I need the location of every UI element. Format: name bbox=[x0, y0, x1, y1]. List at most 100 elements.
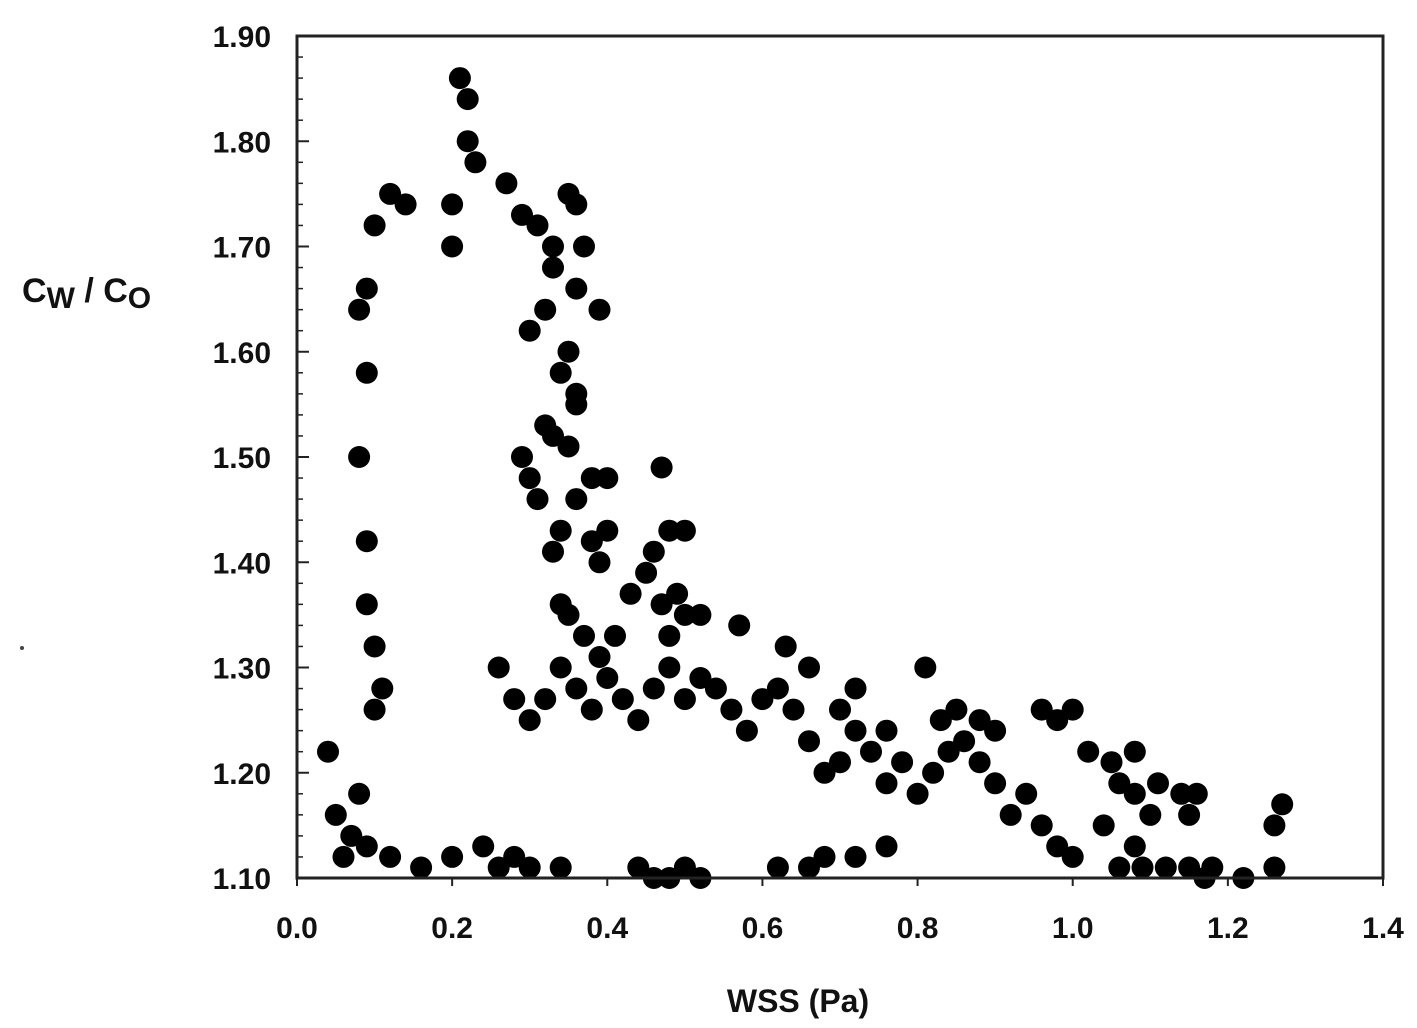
x-tick-label: 1.0 bbox=[1052, 912, 1094, 945]
data-point bbox=[875, 772, 898, 795]
data-point bbox=[891, 751, 914, 774]
y-tick-label: 1.80 bbox=[213, 126, 271, 159]
data-point bbox=[557, 340, 580, 363]
data-point bbox=[487, 856, 510, 879]
data-point bbox=[573, 624, 595, 647]
data-point bbox=[526, 214, 549, 237]
data-point bbox=[355, 593, 378, 616]
data-point bbox=[735, 719, 758, 742]
data-point bbox=[914, 656, 937, 679]
data-point bbox=[627, 856, 650, 879]
data-point bbox=[332, 845, 355, 868]
data-point bbox=[549, 656, 572, 679]
data-point bbox=[1271, 793, 1294, 816]
data-point bbox=[472, 835, 495, 858]
data-point bbox=[542, 424, 564, 447]
data-point bbox=[689, 667, 712, 689]
y-axis-title-part: C bbox=[22, 272, 47, 310]
data-point bbox=[604, 624, 626, 647]
data-point bbox=[673, 603, 696, 626]
y-axis-title-subscript: O bbox=[127, 282, 152, 315]
x-axis-title: WSS (Pa) bbox=[727, 983, 869, 1019]
data-point bbox=[650, 456, 673, 479]
y-axis-title-separator: / bbox=[74, 272, 104, 310]
data-point bbox=[999, 803, 1022, 826]
data-point bbox=[518, 856, 541, 879]
data-point bbox=[673, 856, 696, 879]
data-point bbox=[906, 782, 929, 805]
data-point bbox=[363, 214, 386, 237]
data-point bbox=[829, 698, 851, 721]
data-point bbox=[355, 835, 378, 858]
data-point bbox=[487, 656, 510, 679]
data-point bbox=[495, 172, 518, 195]
data-point bbox=[875, 835, 898, 858]
data-point bbox=[984, 719, 1007, 742]
data-point bbox=[627, 709, 650, 732]
data-point bbox=[464, 151, 487, 174]
y-axis-title-part: C bbox=[103, 272, 128, 310]
data-point bbox=[340, 824, 363, 847]
data-point bbox=[766, 856, 789, 879]
data-point bbox=[945, 698, 968, 721]
data-point bbox=[580, 698, 603, 721]
y-tick-label: 1.20 bbox=[213, 758, 271, 791]
data-point bbox=[720, 698, 743, 721]
data-point bbox=[1123, 740, 1146, 763]
data-point bbox=[1154, 856, 1177, 879]
data-point bbox=[441, 845, 464, 868]
data-point bbox=[1123, 782, 1146, 805]
data-point bbox=[829, 751, 851, 774]
data-point bbox=[1147, 772, 1169, 795]
x-tick-label: 0.0 bbox=[276, 912, 318, 945]
data-point bbox=[1170, 782, 1193, 805]
data-point bbox=[565, 488, 588, 511]
data-point bbox=[1178, 803, 1201, 826]
data-point bbox=[542, 540, 564, 563]
data-point bbox=[441, 235, 464, 258]
data-point bbox=[619, 582, 642, 605]
x-tick-label: 1.2 bbox=[1207, 912, 1249, 945]
data-point bbox=[1046, 835, 1069, 858]
x-tick-label: 0.8 bbox=[897, 912, 939, 945]
y-tick-label: 1.30 bbox=[213, 653, 271, 686]
data-point bbox=[456, 88, 479, 111]
x-tick-label: 0.2 bbox=[431, 912, 473, 945]
data-point bbox=[658, 624, 681, 647]
data-point bbox=[1061, 698, 1084, 721]
data-point bbox=[968, 709, 991, 732]
data-point bbox=[596, 519, 619, 542]
data-point bbox=[549, 856, 572, 879]
data-point bbox=[596, 667, 619, 689]
data-point bbox=[348, 782, 371, 805]
data-point bbox=[503, 688, 526, 711]
data-point bbox=[922, 761, 945, 784]
data-point bbox=[875, 719, 898, 742]
data-point bbox=[1030, 698, 1053, 721]
x-tick-label: 1.4 bbox=[1362, 912, 1404, 945]
data-point bbox=[968, 751, 991, 774]
y-axis-title: CW / CO bbox=[22, 272, 151, 315]
data-point bbox=[580, 467, 603, 490]
data-point bbox=[953, 730, 976, 753]
y-tick-label: 1.60 bbox=[213, 337, 271, 370]
data-point bbox=[518, 467, 541, 490]
data-point bbox=[371, 677, 394, 700]
data-point bbox=[844, 677, 867, 700]
data-point bbox=[355, 361, 378, 384]
data-point bbox=[1108, 856, 1131, 879]
data-point bbox=[1030, 814, 1053, 837]
data-point bbox=[1100, 751, 1123, 774]
data-point bbox=[658, 656, 681, 679]
data-point bbox=[984, 772, 1007, 795]
x-axis: 0.0 0.2 0.4 0.6 0.8 1.0 1.2 1.4 bbox=[276, 878, 1404, 945]
y-tick-label: 1.70 bbox=[213, 232, 271, 265]
data-point bbox=[565, 677, 588, 700]
data-point bbox=[650, 593, 673, 616]
data-point bbox=[355, 277, 378, 300]
stray-mark bbox=[20, 646, 24, 650]
data-point bbox=[542, 235, 564, 258]
data-point bbox=[410, 856, 433, 879]
data-point bbox=[363, 635, 386, 658]
data-point bbox=[511, 446, 533, 468]
